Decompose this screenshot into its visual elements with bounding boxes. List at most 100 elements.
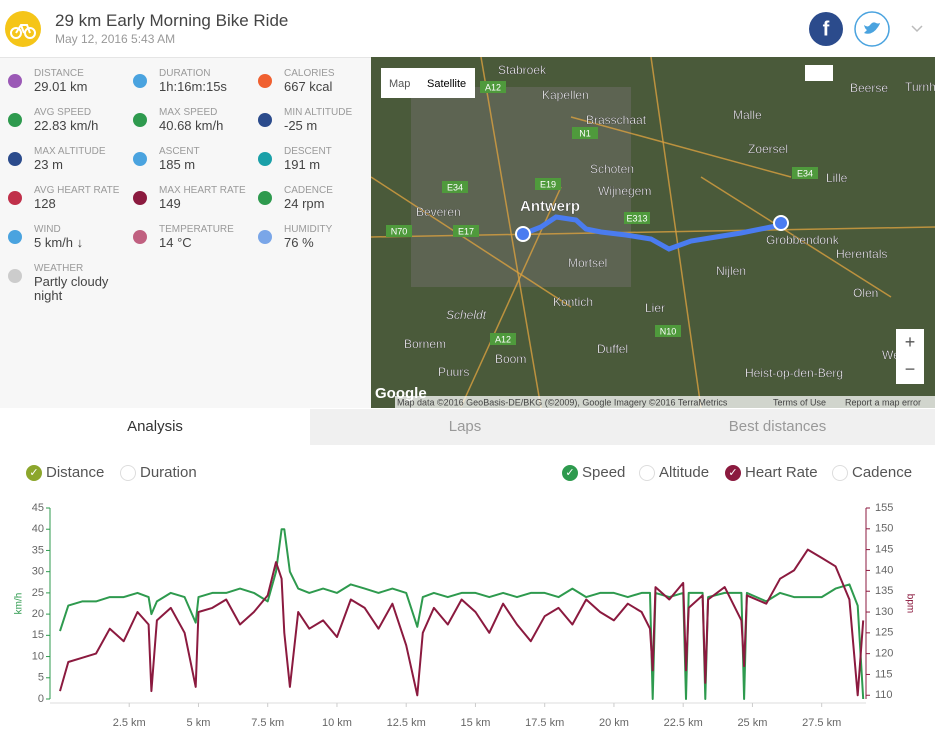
place-label: Bornem [404, 337, 446, 351]
road-shield [480, 81, 506, 93]
toggle-box [639, 465, 655, 481]
zoom-in[interactable]: + [905, 332, 916, 352]
stat-label: AVG HEART RATE [34, 185, 120, 196]
attribution-bar [395, 396, 935, 408]
stat-label: DESCENT [284, 146, 332, 157]
road-label: A12 [495, 334, 511, 344]
y-tick-label: 10 [32, 650, 44, 662]
stat-value: 76 % [284, 235, 314, 250]
stat-icon [258, 113, 272, 127]
stat-icon [133, 152, 147, 166]
road [650, 57, 702, 408]
terms-link[interactable]: Terms of Use [773, 397, 826, 407]
road [700, 176, 892, 298]
stat-icon [258, 191, 272, 205]
place-label: Duffel [597, 342, 628, 356]
x-tick-label: 10 km [322, 717, 352, 729]
social: f [809, 11, 923, 47]
series-line [59, 548, 865, 697]
fullscreen [805, 65, 833, 81]
expand[interactable] [911, 25, 923, 33]
x-tick-label: 17.5 km [525, 717, 564, 729]
stat-icon [8, 230, 22, 244]
y-tick-label: 35 [32, 544, 44, 556]
y2-tick-label: 110 [875, 689, 893, 701]
place-label: Brasschaat [586, 113, 647, 127]
report-link[interactable]: Report a map error [845, 397, 921, 407]
x-tick-label: 22.5 km [664, 717, 703, 729]
road-label: N10 [660, 326, 677, 336]
attribution: Map data ©2016 GeoBasis-DE/BKG (©2009), … [397, 397, 728, 407]
zoom-out[interactable]: − [905, 359, 916, 379]
road-label: E19 [540, 179, 556, 189]
stat-icon [8, 191, 22, 205]
map[interactable]: Stabroek Kapellen Beerse Turnhout Brasschaat… [371, 57, 935, 408]
road-shield [572, 127, 598, 139]
place-label: Beveren [416, 205, 461, 219]
stat-label: CADENCE [284, 185, 333, 196]
stat-icon [133, 230, 147, 244]
x-tick-label: 12.5 km [387, 717, 426, 729]
road [371, 176, 572, 308]
y2-tick-label: 125 [875, 627, 893, 639]
activity-icon [5, 11, 41, 47]
stat-label: MAX HEART RATE [159, 185, 246, 196]
place-label: Lille [826, 171, 848, 185]
stat-icon [258, 152, 272, 166]
road-shield [655, 325, 681, 337]
place-label: Turnhout [905, 80, 935, 94]
y2-axis-label: bpm [904, 594, 915, 613]
stat-label: TEMPERATURE [159, 224, 234, 235]
place-label: Malle [733, 108, 762, 122]
stat-value: 149 [159, 196, 181, 211]
stat-value: 23 m [34, 157, 63, 172]
place-label: Olen [853, 286, 878, 300]
tab[interactable]: Best distances [620, 409, 935, 445]
stat-label: WIND [34, 224, 61, 235]
road-shield [792, 167, 818, 179]
satellite-button[interactable]: Satellite [427, 78, 466, 90]
svg-text:f: f [823, 18, 830, 40]
road-shield [535, 178, 561, 190]
stat-value: 24 rpm [284, 196, 325, 211]
stat-value: 22.83 km/h [34, 118, 99, 133]
place-label: Stabroek [498, 63, 547, 77]
tab[interactable]: Laps [310, 409, 620, 445]
road-shield [624, 212, 650, 224]
zoom-control [896, 329, 924, 384]
road [480, 57, 542, 408]
road-label: E34 [797, 168, 813, 178]
x-tick-label: 5 km [187, 717, 211, 729]
stat-label: DURATION [159, 68, 211, 79]
route-marker [773, 215, 789, 231]
road-label: A12 [485, 82, 501, 92]
y2-tick-label: 130 [875, 606, 893, 618]
stat-label: AVG SPEED [34, 107, 92, 118]
x-tick-label: 27.5 km [802, 717, 841, 729]
stat-label: MAX SPEED [159, 107, 218, 118]
facebook-button[interactable] [809, 12, 843, 46]
y-axis-label: km/h [14, 593, 25, 615]
toggle-label[interactable]: Distance [46, 464, 105, 481]
stat-label: MAX ALTITUDE [34, 146, 106, 157]
toggle-box [832, 465, 848, 481]
place-label: Schoten [590, 162, 634, 176]
toggle-box: ✓ [26, 465, 42, 481]
place-label: Puurs [438, 365, 469, 379]
toggle-label[interactable]: Heart Rate [745, 464, 818, 481]
place-label: Antwerp [520, 198, 580, 215]
stat-icon [8, 269, 22, 283]
stat-icon [133, 191, 147, 205]
map-button[interactable]: Map [389, 78, 410, 90]
place-label: Kapellen [542, 88, 589, 102]
toggle-label[interactable]: Cadence [852, 464, 913, 481]
place-label: Beerse [850, 81, 888, 95]
place-label: Zoersel [748, 142, 788, 156]
toggle-label[interactable]: Duration [140, 464, 197, 481]
toggle-label[interactable]: Altitude [659, 464, 710, 481]
place-label: Kontich [553, 295, 593, 309]
toggle-label[interactable]: Speed [582, 464, 626, 481]
y2-tick-label: 120 [875, 648, 893, 660]
stat-label: ASCENT [159, 146, 200, 157]
tab[interactable]: Analysis [0, 409, 310, 445]
